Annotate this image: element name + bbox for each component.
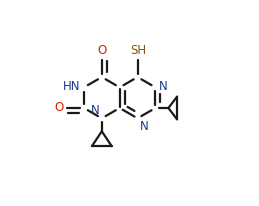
Text: N: N [139,119,148,133]
Text: HN: HN [62,80,80,93]
Text: N: N [91,104,100,117]
Text: N: N [159,80,168,93]
Text: O: O [55,102,64,115]
Text: O: O [97,44,107,57]
Text: SH: SH [130,44,146,57]
